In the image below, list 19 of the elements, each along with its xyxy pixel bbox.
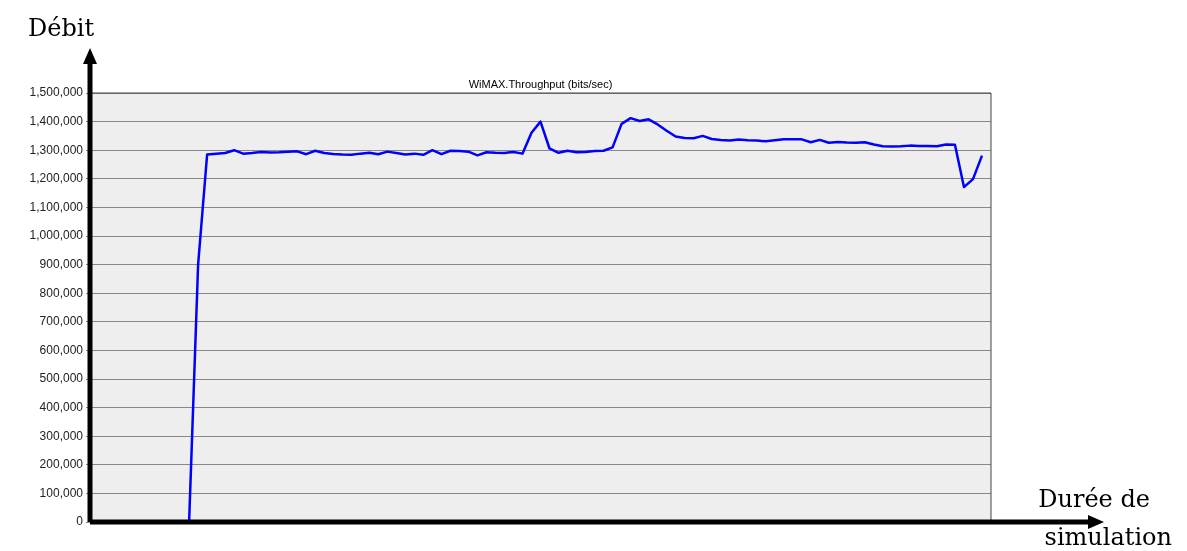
chart-title: WiMAX.Throughput (bits/sec) (468, 77, 613, 90)
y-tick-label: 1,500,000 (29, 85, 84, 100)
y-tick-label: 200,000 (39, 457, 84, 472)
y-tick-label: 0 (76, 514, 84, 529)
y-tick-label: 600,000 (39, 342, 84, 357)
y-tick-label: 1,000,000 (29, 228, 84, 243)
y-tick-label: 900,000 (39, 256, 84, 271)
y-tick-label: 400,000 (39, 399, 84, 414)
y-tick-label: 300,000 (39, 428, 84, 443)
x-axis-title: Durée de simulation (1038, 485, 1172, 551)
y-tick-label: 800,000 (39, 285, 84, 300)
y-tick-label: 500,000 (39, 371, 84, 386)
y-tick-label: 1,400,000 (29, 113, 84, 128)
y-axis-title: Débit (28, 14, 95, 42)
y-tick-label: 100,000 (39, 485, 84, 500)
y-tick-label: 700,000 (39, 314, 84, 329)
y-tick-label: 1,100,000 (29, 199, 84, 214)
y-tick-label: 1,200,000 (29, 171, 84, 186)
y-tick-label: 1,300,000 (29, 142, 84, 157)
